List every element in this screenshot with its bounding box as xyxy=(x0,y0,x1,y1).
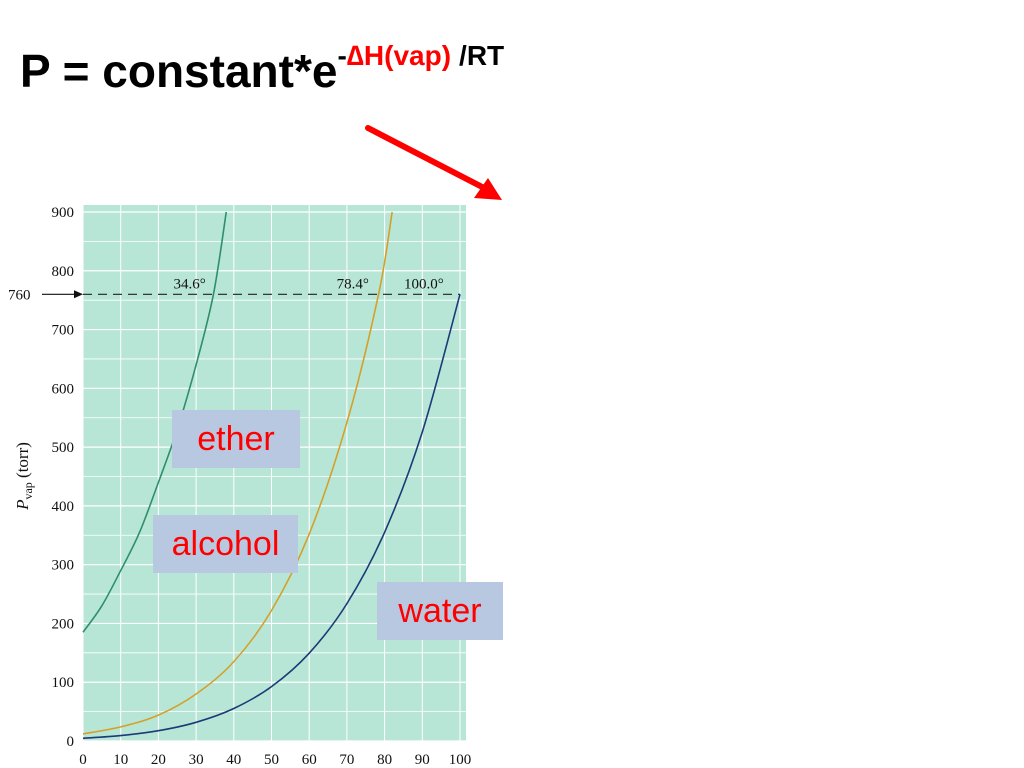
y-tick-label: 900 xyxy=(52,205,75,221)
y-tick-label: 100 xyxy=(52,675,75,691)
series-line-ether xyxy=(82,211,228,633)
formula-exponent: -∆H(vap)/RT xyxy=(337,40,504,71)
ether-label-text: ether xyxy=(197,419,275,458)
y-tick-label: 500 xyxy=(52,440,75,456)
y-axis-label-subscript: vap xyxy=(21,482,35,499)
x-tick-label: 100 xyxy=(449,752,472,768)
y-tick-label: 0 xyxy=(67,734,75,750)
water-label: water xyxy=(377,582,503,640)
x-tick-label: 50 xyxy=(264,752,279,768)
formula-title: P = constant*e-∆H(vap)/RT xyxy=(20,40,504,104)
x-tick-label: 10 xyxy=(113,752,128,768)
red-arrow-icon xyxy=(365,125,502,200)
exponent-rt: /RT xyxy=(459,40,505,71)
x-tick-label: 60 xyxy=(302,752,317,768)
reference-arrowhead xyxy=(74,290,83,299)
x-tick-label: 70 xyxy=(339,752,354,768)
x-tick-label: 90 xyxy=(415,752,430,768)
y-tick-label: 400 xyxy=(52,499,75,515)
y-tick-label: 300 xyxy=(52,558,75,574)
x-tick-label: 40 xyxy=(226,752,241,768)
y-tick-label: 700 xyxy=(52,323,75,339)
alcohol-label-text: alcohol xyxy=(171,524,280,563)
exponent-minus: - xyxy=(337,40,347,71)
ether-label: ether xyxy=(172,410,300,468)
x-tick-label: 20 xyxy=(151,752,166,768)
water-label-text: water xyxy=(398,591,482,630)
alcohol-label: alcohol xyxy=(153,515,298,573)
boiling-point-label: 34.6° xyxy=(173,276,205,292)
series-line-alcohol xyxy=(82,211,393,735)
vapor-pressure-chart: 0 100 200 300 400 500 600 700 800 900 0 10 20 30 40 50 6… xyxy=(8,205,472,768)
exponent-enthalpy: H(vap) xyxy=(363,40,452,71)
boiling-point-label: 100.0° xyxy=(404,276,444,292)
reference-760-label: 760 xyxy=(8,287,31,303)
y-tick-label: 800 xyxy=(52,264,75,280)
x-tick-label: 80 xyxy=(377,752,392,768)
y-tick-label: 600 xyxy=(52,381,75,397)
formula-main: P = constant*e xyxy=(20,45,338,97)
y-axis-label-unit: (torr) xyxy=(13,442,32,482)
series-line-water xyxy=(82,294,461,740)
y-tick-label: 200 xyxy=(52,616,75,632)
y-axis-label-symbol: P xyxy=(13,500,32,511)
y-axis-label: Pvap (torr) xyxy=(13,442,35,511)
x-tick-label: 30 xyxy=(189,752,204,768)
x-tick-label: 0 xyxy=(79,752,87,768)
boiling-point-label: 78.4° xyxy=(337,276,369,292)
exponent-delta-symbol: ∆ xyxy=(346,40,364,71)
